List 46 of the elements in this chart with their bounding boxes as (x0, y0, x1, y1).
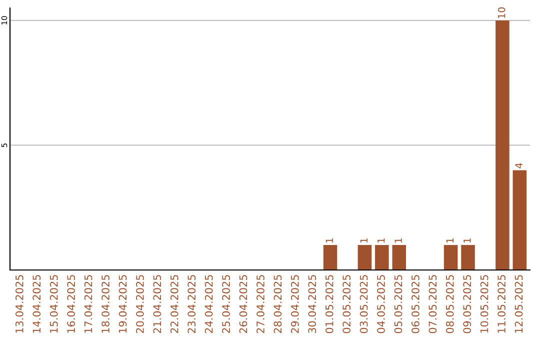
x-tick-label: 14.04.2025 (32, 275, 41, 333)
data-label: 1 (360, 238, 368, 243)
x-tick-label: 30.04.2025 (308, 275, 316, 334)
x-tick-label: 18.04.2025 (102, 275, 110, 333)
data-label: 1 (394, 238, 402, 243)
bar (375, 245, 389, 270)
x-tick-label: 19.04.2025 (118, 275, 127, 333)
x-tick-label: 22.04.2025 (170, 275, 178, 334)
x-tick-label: 13.04.2025 (15, 275, 24, 333)
x-tick-label: 02.05.2025 (342, 275, 351, 334)
x-tick-label: 09.05.2025 (463, 275, 472, 334)
x-tick-label: 08.05.2025 (446, 275, 454, 334)
x-tick-label: 03.05.2025 (360, 275, 368, 334)
x-tick-label: 28.04.2025 (274, 275, 282, 334)
bar (496, 20, 510, 270)
bar (512, 170, 527, 270)
x-tick-label: 10.05.2025 (480, 275, 488, 333)
x-tick-label: 26.04.2025 (239, 275, 248, 334)
x-tick-label: 04.05.2025 (377, 275, 385, 334)
bar (392, 245, 406, 270)
data-label: 1 (464, 238, 471, 243)
x-tick-label: 24.04.2025 (204, 275, 213, 334)
data-label: 1 (326, 238, 333, 243)
x-tick-label: 17.04.2025 (84, 275, 92, 333)
bar (444, 245, 458, 270)
x-tick-label: 07.05.2025 (428, 275, 437, 334)
x-tick-label: 29.04.2025 (290, 275, 299, 334)
x-tick-label: 20.04.2025 (136, 275, 144, 334)
data-label: 4 (515, 163, 522, 168)
x-tick-label: 11.05.2025 (498, 275, 506, 333)
x-tick-label: 05.05.2025 (394, 275, 402, 334)
data-label: 1 (446, 238, 454, 243)
x-tick-label: 16.04.2025 (67, 275, 76, 333)
x-tick-label: 12.05.2025 (514, 275, 523, 333)
x-tick-label: 21.04.2025 (153, 275, 162, 334)
x-tick-label: 25.04.2025 (222, 275, 230, 334)
bar (323, 245, 338, 270)
data-label: 1 (378, 238, 385, 243)
bar (358, 245, 372, 270)
x-tick-label: 06.05.2025 (412, 275, 420, 334)
bar (461, 245, 475, 270)
x-tick-label: 15.04.2025 (50, 275, 58, 333)
x-tick-label: 01.05.2025 (325, 275, 334, 334)
data-label: 10 (498, 7, 506, 18)
x-tick-label: 27.04.2025 (256, 275, 264, 334)
x-tick-label: 23.04.2025 (188, 275, 196, 334)
